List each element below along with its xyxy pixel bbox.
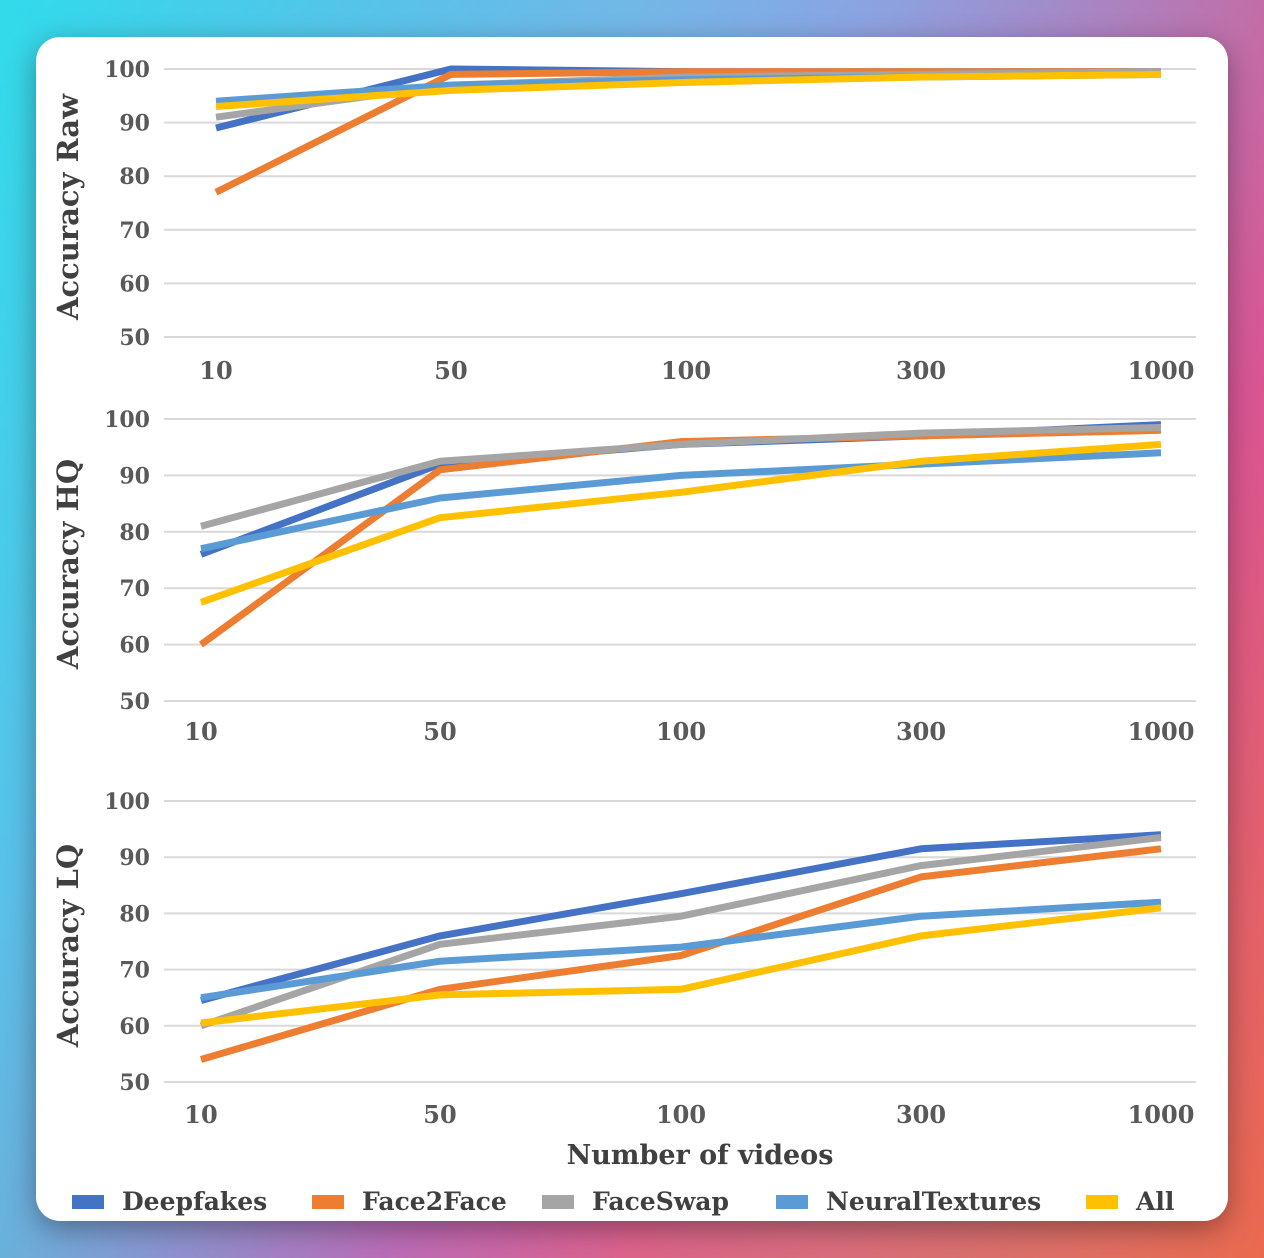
y-tick-label: 60 xyxy=(119,271,150,297)
x-tick-label: 50 xyxy=(434,356,467,385)
y-tick-label: 60 xyxy=(119,633,150,659)
legend-label: NeuralTextures xyxy=(826,1187,1041,1216)
x-tick-label: 1000 xyxy=(1128,1100,1195,1129)
x-tick-label: 1000 xyxy=(1128,356,1195,385)
x-tick-label: 10 xyxy=(199,356,232,385)
y-tick-label: 50 xyxy=(119,1070,150,1096)
y-axis-title: Accuracy HQ xyxy=(51,459,85,670)
legend-label: Face2Face xyxy=(362,1187,507,1216)
y-tick-label: 50 xyxy=(119,689,150,715)
chart-figure: 50 60 70 80 90 100 10 50 100 300 1000 Accuracy Raw 5… xyxy=(51,57,1196,1216)
series-line-neuraltextures xyxy=(200,898,1162,1002)
x-axis-title: Number of videos xyxy=(567,1140,834,1171)
y-tick-label: 90 xyxy=(119,463,150,489)
x-tick-label: 300 xyxy=(896,356,946,385)
y-tick-label: 50 xyxy=(119,325,150,351)
legend-swatch-all xyxy=(1086,1195,1118,1209)
y-tick-label: 90 xyxy=(119,845,150,871)
y-tick-label: 100 xyxy=(104,407,150,433)
x-tick-label: 100 xyxy=(661,356,711,385)
x-tick-label: 50 xyxy=(423,1100,456,1129)
y-tick-label: 80 xyxy=(119,164,150,190)
series-line-deepfakes xyxy=(200,831,1162,1004)
x-tick-label: 50 xyxy=(423,717,456,746)
legend-label: Deepfakes xyxy=(122,1187,267,1216)
x-tick-label: 10 xyxy=(184,1100,217,1129)
y-tick-label: 80 xyxy=(119,520,150,546)
x-tick-label: 100 xyxy=(656,1100,706,1129)
y-tick-label: 100 xyxy=(104,789,150,815)
series-line-face2face xyxy=(200,845,1162,1063)
legend-swatch-face2face xyxy=(312,1195,344,1209)
series-line-faceswap xyxy=(200,424,1162,530)
chart-card: 50 60 70 80 90 100 10 50 100 300 1000 Accuracy Raw 5… xyxy=(36,37,1228,1221)
x-tick-label: 10 xyxy=(184,717,217,746)
x-tick-label: 100 xyxy=(656,717,706,746)
y-tick-label: 60 xyxy=(119,1014,150,1040)
legend-swatch-faceswap xyxy=(542,1195,574,1209)
y-tick-label: 70 xyxy=(119,218,150,244)
legend-swatch-neuraltextures xyxy=(776,1195,808,1209)
series-line-neuraltextures xyxy=(200,449,1162,553)
legend-label: FaceSwap xyxy=(592,1187,729,1216)
series-line-all xyxy=(199,440,1162,606)
y-tick-label: 100 xyxy=(104,57,150,83)
series-line-all xyxy=(200,904,1162,1027)
y-axis-title: Accuracy LQ xyxy=(51,844,85,1048)
y-tick-label: 80 xyxy=(119,901,150,927)
y-axis-title: Accuracy Raw xyxy=(51,93,85,321)
legend-swatch-deepfakes xyxy=(72,1195,104,1209)
series-line-all xyxy=(215,70,1162,110)
x-tick-label: 300 xyxy=(896,717,946,746)
y-tick-label: 70 xyxy=(119,958,150,984)
x-tick-label: 1000 xyxy=(1128,717,1195,746)
y-tick-label: 70 xyxy=(119,576,150,602)
y-tick-label: 90 xyxy=(119,111,150,137)
x-tick-label: 300 xyxy=(896,1100,946,1129)
legend-label: All xyxy=(1135,1187,1174,1216)
